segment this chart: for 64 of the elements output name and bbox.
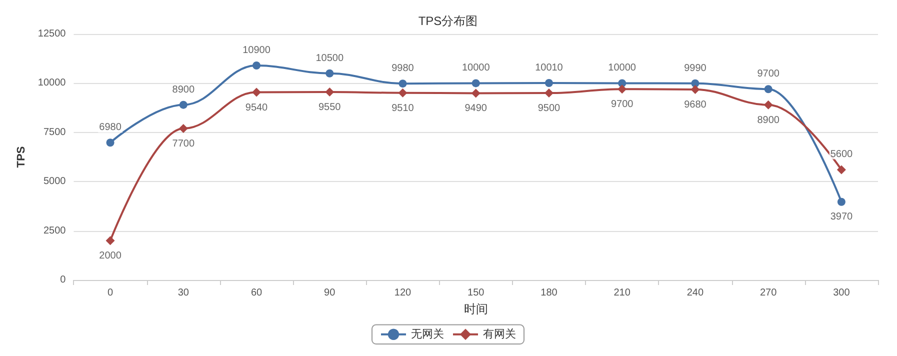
x-tick-label: 0 [107,288,114,298]
legend-label: 无网关 [411,327,444,340]
data-label: 9500 [538,103,561,114]
point [326,69,334,78]
data-label: 7700 [172,138,195,150]
data-label: 2000 [99,250,122,262]
point [178,124,188,133]
point [106,138,114,147]
data-label: 3970 [830,211,853,222]
point [618,79,626,88]
x-tick-label: 120 [394,288,412,298]
data-label: 9540 [245,102,268,114]
x-tick-label: 300 [833,288,850,298]
x-tick-label: 270 [760,288,778,298]
point [398,80,407,88]
x-tick-label: 90 [324,288,336,298]
x-tick-label: 150 [468,288,485,298]
x-tick-label: 30 [178,288,190,298]
point [690,85,700,94]
x-tick-label: 60 [250,288,262,298]
point [179,100,188,109]
chart-title: TPS分布图 [418,14,478,28]
data-label: 10010 [535,62,564,74]
y-tick-label: 7500 [43,126,66,138]
data-label: 9700 [757,68,780,80]
data-label: 9680 [684,100,707,110]
point [544,79,553,87]
point [618,84,627,94]
y-tick-label: 2500 [43,225,66,236]
x-tick-label: 210 [614,288,631,298]
point [471,88,480,98]
data-label: 9700 [610,99,634,110]
y-tick-label: 0 [60,274,66,286]
point [325,88,334,97]
data-label: 10000 [462,62,490,74]
point [252,61,260,70]
data-label: 9510 [392,102,414,114]
data-label: 9980 [392,63,414,74]
data-label: 9990 [684,62,707,74]
point [106,236,115,246]
y-tick-label: 5000 [43,176,66,188]
data-label: 6980 [99,122,122,134]
legend-label: 有网关 [483,327,516,340]
data-label: 8900 [172,84,195,96]
point [252,88,261,97]
data-label: 5600 [830,148,853,160]
data-label: 10500 [316,52,344,64]
point [398,88,408,98]
x-tick-label: 240 [686,288,704,298]
data-label: 9550 [318,102,342,114]
point [836,165,846,174]
y-tick-label: 12500 [38,28,66,40]
data-label: 10900 [242,44,271,56]
x-axis-title: 时间 [464,302,488,316]
point [764,100,773,110]
data-label: 10000 [608,62,636,74]
point [472,79,480,88]
point [837,198,846,206]
x-tick-label: 180 [540,288,558,298]
data-label: 8900 [757,114,780,126]
y-axis-title: TPS [16,146,28,168]
y-tick-label: 10000 [38,78,66,89]
data-label: 9490 [464,103,488,114]
point [764,85,772,94]
